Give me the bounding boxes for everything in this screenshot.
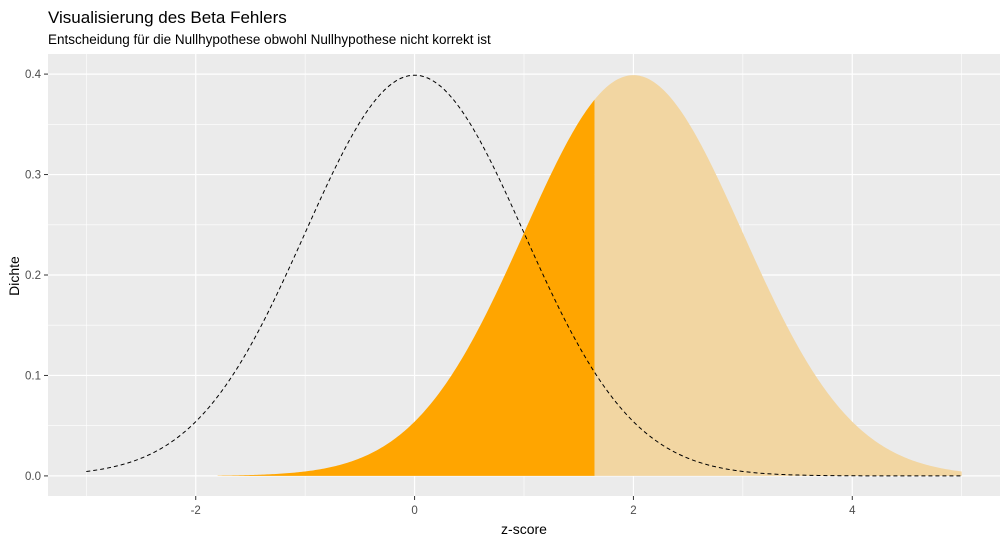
x-tick-label: 2 xyxy=(630,505,636,517)
axis-ticks: -2 0 2 4 0.0 0.1 0.2 0.3 0.4 xyxy=(25,69,856,517)
x-tick-label: -2 xyxy=(191,505,201,517)
series-layer xyxy=(86,74,962,477)
chart-title: Visualisierung des Beta Fehlers xyxy=(48,8,287,27)
x-tick-label: 0 xyxy=(411,505,417,517)
area-region xyxy=(217,99,595,476)
y-tick-label: 0.3 xyxy=(25,170,41,182)
area-region xyxy=(594,75,962,476)
chart-subtitle: Entscheidung für die Nullhypothese obwoh… xyxy=(48,32,491,47)
y-tick-label: 0.1 xyxy=(25,370,41,382)
y-axis-title: Dichte xyxy=(6,256,22,296)
x-tick-label: 4 xyxy=(849,505,856,517)
y-tick-label: 0.2 xyxy=(25,270,41,282)
x-axis-title: z-score xyxy=(501,521,547,537)
y-tick-label: 0.0 xyxy=(25,471,41,483)
y-tick-label: 0.4 xyxy=(25,69,42,81)
